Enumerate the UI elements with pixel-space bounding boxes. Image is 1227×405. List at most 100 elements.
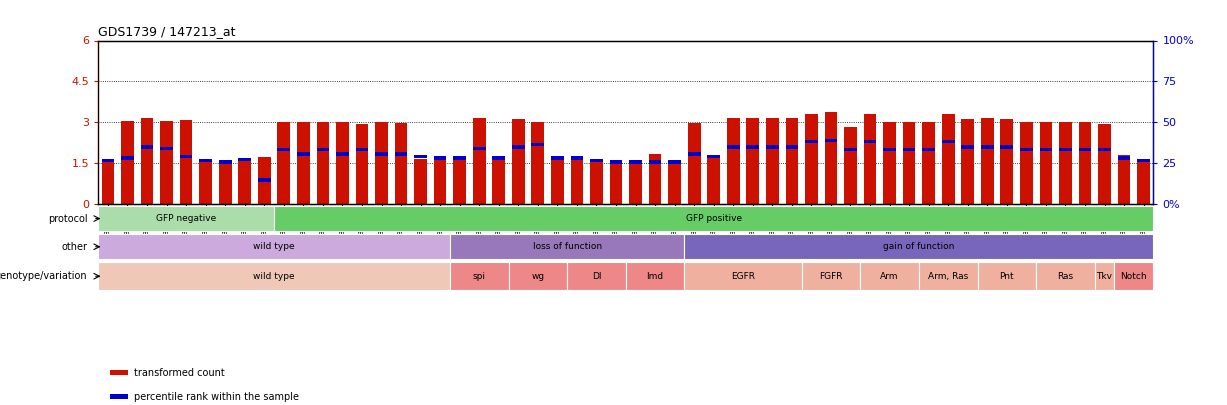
Bar (1059, 122, 1072, 205)
Text: Notch: Notch (1120, 272, 1147, 281)
Bar (942, 114, 955, 205)
Text: Arm: Arm (880, 272, 899, 281)
Bar (923, 148, 935, 151)
Bar (1118, 155, 1130, 205)
Text: FGFR: FGFR (820, 272, 843, 281)
Bar (141, 118, 153, 205)
Bar (472, 118, 486, 205)
Bar (801, 262, 860, 290)
Bar (1036, 262, 1094, 290)
Bar (726, 118, 740, 205)
Bar (531, 122, 545, 205)
Bar (571, 160, 583, 205)
Bar (962, 119, 974, 205)
Bar (903, 148, 915, 151)
Bar (336, 152, 348, 156)
Bar (978, 262, 1036, 290)
Bar (102, 159, 114, 162)
Bar (336, 122, 348, 205)
Bar (1098, 148, 1110, 151)
Bar (531, 143, 545, 146)
Bar (571, 156, 583, 160)
Bar (102, 161, 114, 205)
Bar (453, 160, 466, 205)
Bar (199, 159, 212, 162)
Bar (297, 152, 309, 156)
Bar (218, 163, 232, 205)
Bar (450, 234, 685, 260)
Bar (629, 160, 642, 164)
Bar (472, 147, 486, 150)
Bar (923, 122, 935, 205)
Text: gain of function: gain of function (883, 242, 955, 251)
Bar (864, 140, 876, 143)
Bar (962, 145, 974, 149)
Bar (317, 122, 329, 205)
Bar (450, 262, 508, 290)
Bar (258, 158, 271, 205)
Bar (258, 178, 271, 181)
Bar (688, 152, 701, 156)
Bar (395, 123, 407, 205)
Bar (688, 123, 701, 205)
Bar (610, 163, 622, 205)
Bar (1114, 262, 1153, 290)
Bar (415, 155, 427, 158)
Bar (356, 148, 368, 151)
Bar (590, 160, 602, 205)
Bar (179, 120, 193, 205)
Text: spi: spi (472, 272, 486, 281)
Bar (1039, 148, 1053, 151)
Bar (317, 148, 329, 151)
Bar (199, 160, 212, 205)
Text: Pnt: Pnt (1000, 272, 1015, 281)
Bar (610, 160, 622, 164)
Bar (685, 234, 1153, 260)
Text: EGFR: EGFR (731, 272, 755, 281)
Bar (161, 121, 173, 205)
Bar (626, 262, 685, 290)
Bar (492, 156, 506, 160)
Text: wild type: wild type (253, 272, 294, 281)
Text: Dl: Dl (591, 272, 601, 281)
Bar (864, 114, 876, 205)
Bar (942, 140, 955, 143)
Text: Imd: Imd (647, 272, 664, 281)
Bar (766, 118, 779, 205)
Bar (685, 262, 801, 290)
Bar (805, 140, 817, 143)
Bar (1059, 148, 1072, 151)
Bar (746, 145, 760, 149)
Bar (1000, 145, 1014, 149)
Text: GFP positive: GFP positive (686, 214, 742, 223)
Bar (395, 152, 407, 156)
Text: percentile rank within the sample: percentile rank within the sample (135, 392, 299, 402)
Bar (825, 139, 837, 142)
Bar (726, 145, 740, 149)
Bar (1079, 122, 1091, 205)
Text: Tkv: Tkv (1097, 272, 1113, 281)
Text: Arm, Ras: Arm, Ras (928, 272, 968, 281)
Bar (98, 234, 450, 260)
Text: wg: wg (531, 272, 545, 281)
Bar (766, 145, 779, 149)
Bar (707, 158, 720, 205)
Text: Ras: Ras (1058, 272, 1074, 281)
Bar (1079, 148, 1091, 151)
Bar (649, 160, 661, 164)
Bar (903, 122, 915, 205)
Bar (277, 122, 290, 205)
Bar (1020, 148, 1033, 151)
Bar (980, 145, 994, 149)
Bar (238, 160, 252, 205)
Bar (492, 160, 506, 205)
Bar (121, 156, 134, 160)
Bar (218, 160, 232, 164)
Bar (415, 160, 427, 205)
Bar (785, 118, 799, 205)
Text: GFP negative: GFP negative (156, 214, 216, 223)
Bar (274, 206, 1153, 231)
Text: other: other (61, 242, 87, 252)
Bar (434, 159, 447, 205)
Bar (356, 124, 368, 205)
